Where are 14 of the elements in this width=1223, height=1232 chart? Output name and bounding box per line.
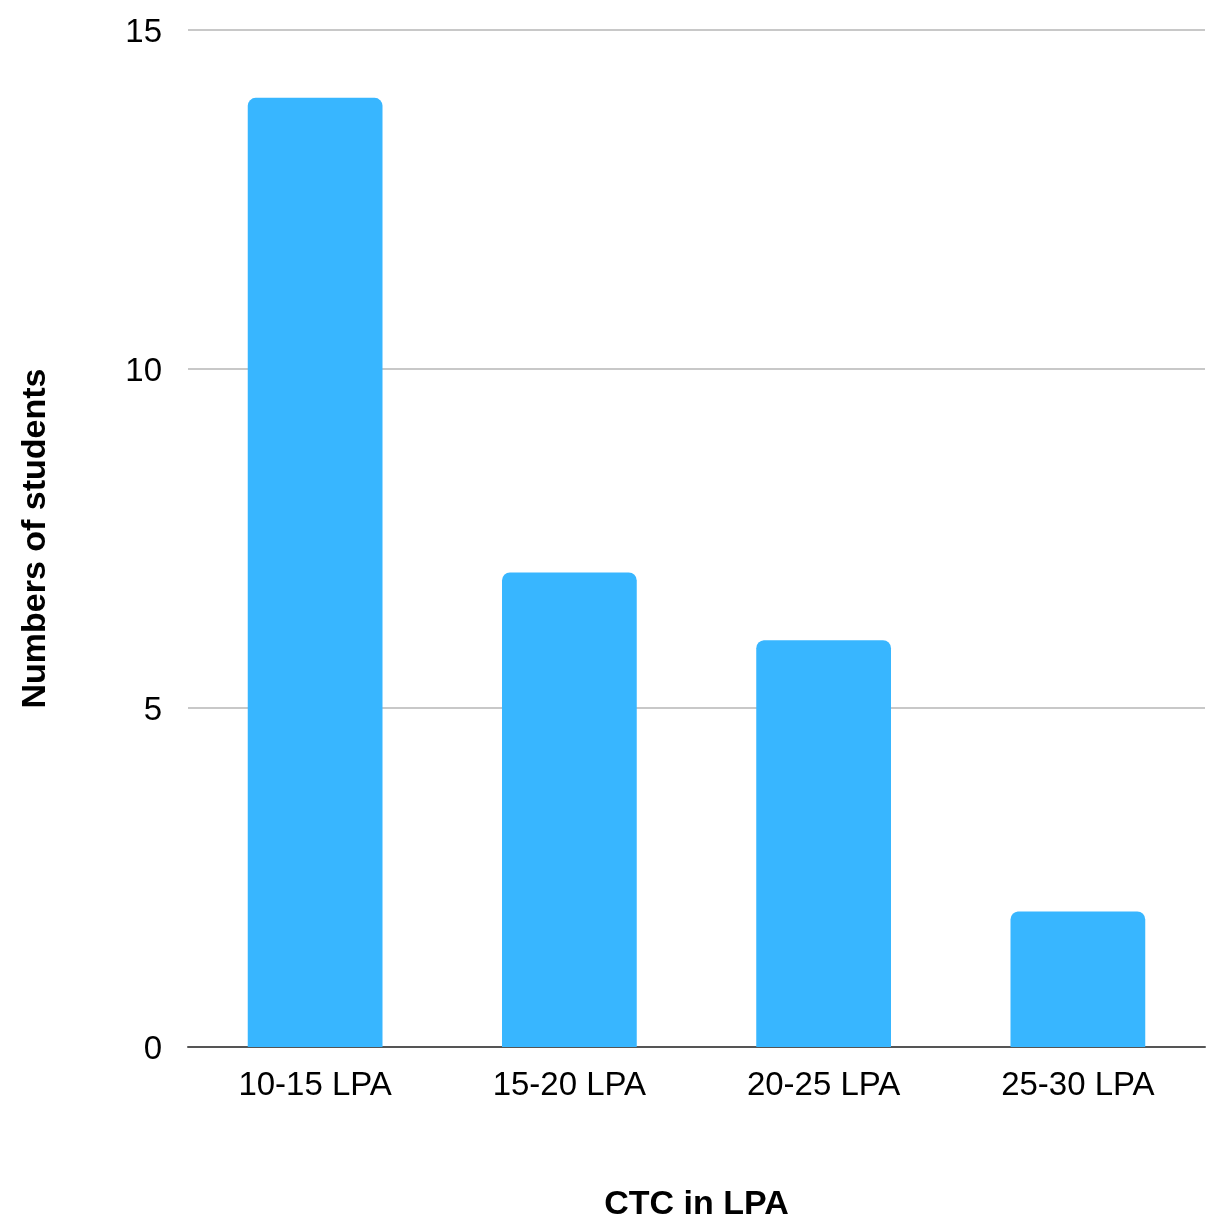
x-tick-label: 20-25 LPA — [746, 1065, 901, 1102]
bar — [756, 640, 891, 1047]
bar — [247, 97, 383, 1047]
x-tick-label: 25-30 LPA — [1001, 1065, 1155, 1102]
x-tick-label: 15-20 LPA — [492, 1065, 647, 1102]
y-tick-label: 5 — [143, 689, 162, 727]
y-axis-title: Numbers of students — [14, 368, 52, 709]
x-axis-title: CTC in LPA — [604, 1183, 789, 1221]
bar — [502, 572, 637, 1047]
y-tick-label: 0 — [143, 1028, 162, 1066]
bar — [1010, 911, 1146, 1047]
y-tick-label: 15 — [125, 11, 162, 49]
y-tick-label: 10 — [125, 350, 162, 388]
x-tick-label: 10-15 LPA — [238, 1065, 392, 1102]
